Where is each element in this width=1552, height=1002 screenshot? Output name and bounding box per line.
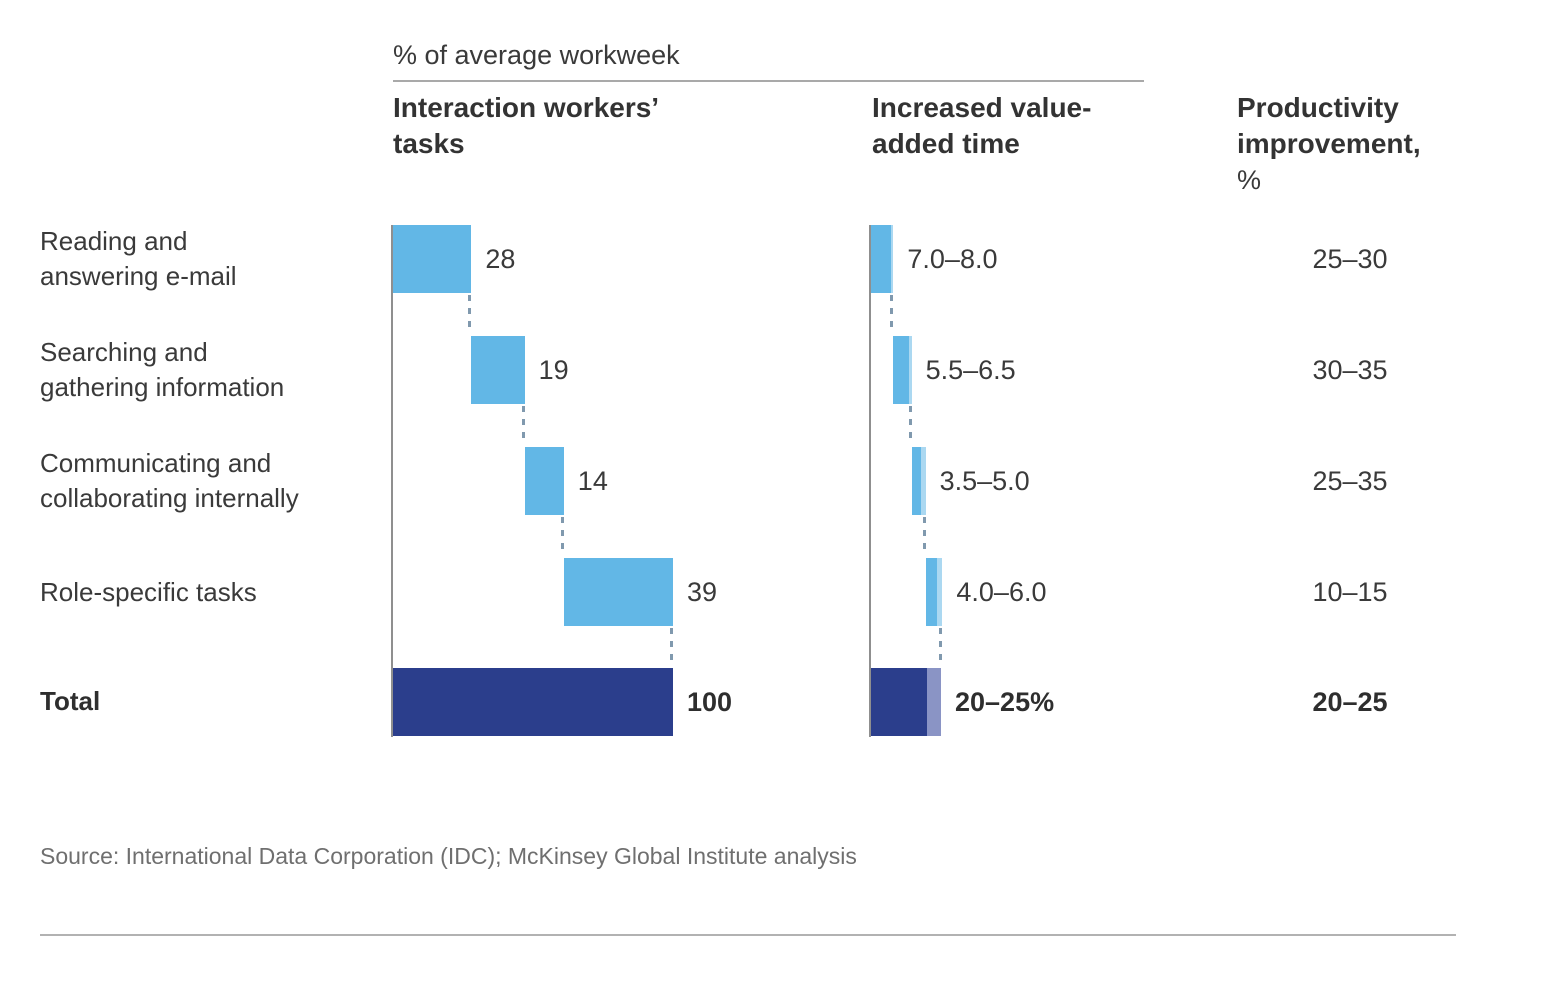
productivity-value: 25–35 <box>1312 466 1388 496</box>
value-label: 28 <box>485 244 516 274</box>
productivity-value: 30–35 <box>1312 355 1388 385</box>
bar <box>925 558 937 626</box>
total-value-label: 100 <box>687 687 733 717</box>
value-label: 4.0–6.0 <box>956 577 1047 607</box>
row-label: Communicating and collaborating internall… <box>40 448 299 513</box>
total-bar <box>871 668 927 736</box>
row-label: Role-specific tasks <box>40 576 257 607</box>
productivity-total-value: 20–25 <box>1312 687 1388 717</box>
value-label: 14 <box>577 466 608 496</box>
footer-rule <box>40 934 1456 936</box>
connector-dashes <box>670 628 673 666</box>
productivity-value: 25–30 <box>1312 244 1388 274</box>
column-header-productivity-unit: % <box>1237 165 1262 195</box>
connector-dashes <box>560 517 564 556</box>
column-header-productivity: Productivity improvement, % <box>1237 90 1477 198</box>
bar <box>893 336 909 404</box>
axis-line <box>391 225 393 737</box>
row-label: Searching and gathering information <box>40 337 285 402</box>
connector-dashes <box>468 295 472 334</box>
total-value-label: 20–25% <box>955 687 1055 717</box>
bar <box>524 447 564 515</box>
axis-line <box>869 225 871 737</box>
connector-dashes <box>922 517 926 556</box>
total-bar <box>393 668 673 736</box>
bar <box>471 336 525 404</box>
bar <box>911 447 922 515</box>
value-label: 5.5–6.5 <box>925 355 1016 385</box>
value-label: 7.0–8.0 <box>907 244 998 274</box>
connector-dashes <box>890 295 894 334</box>
value-label: 19 <box>538 355 569 385</box>
value-label: 39 <box>687 577 718 607</box>
row-label: Reading and answering e-mail <box>40 226 237 291</box>
column-header-tasks: Interaction workers’ tasks <box>393 92 658 159</box>
chart-title: % of average workweek <box>393 40 680 70</box>
connector-dashes <box>908 406 912 445</box>
bar <box>563 558 673 626</box>
value-label: 3.5–5.0 <box>939 466 1030 496</box>
column-header-productivity-text: Productivity improvement, <box>1237 92 1421 159</box>
connector-dashes <box>939 628 943 666</box>
column-header-value-added: Increased value-added time <box>872 92 1092 159</box>
productivity-value: 10–15 <box>1312 577 1388 607</box>
connector-dashes <box>521 406 525 445</box>
source-note: Source: International Data Corporation (… <box>40 843 857 869</box>
row-label-total: Total <box>40 686 101 716</box>
bar <box>871 225 891 293</box>
header-rule <box>393 80 1144 82</box>
bar <box>393 225 472 293</box>
